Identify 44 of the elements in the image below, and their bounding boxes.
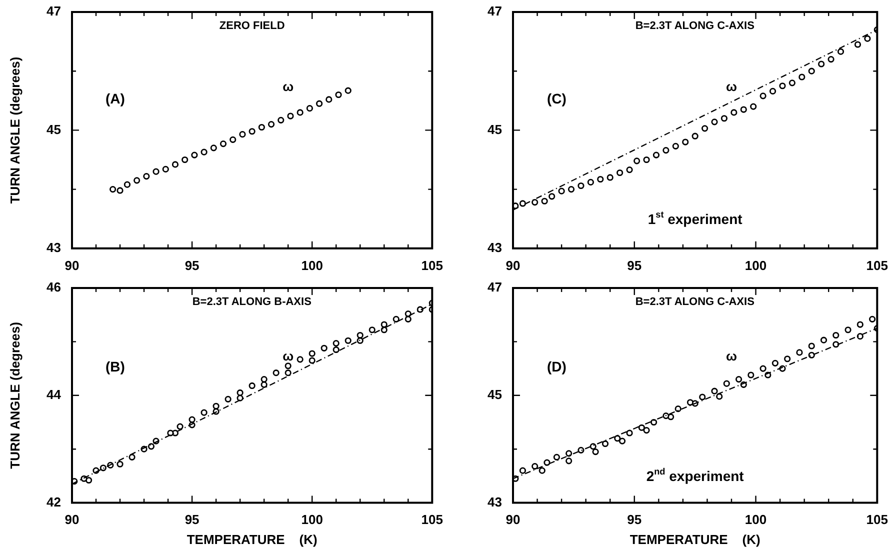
x-tick-label: 95 bbox=[184, 512, 200, 528]
y-tick-label: 45 bbox=[488, 122, 502, 137]
y-tick-label: 45 bbox=[488, 386, 502, 402]
x-tick-label: 90 bbox=[64, 512, 80, 528]
x-tick-label: 105 bbox=[866, 512, 888, 528]
x-tick-label: 90 bbox=[506, 512, 520, 528]
annotation: (B) bbox=[106, 358, 125, 374]
annotation: (C) bbox=[546, 90, 566, 106]
x-tick-label: 95 bbox=[627, 512, 642, 528]
x-axis-title: TEMPERATURE (K) bbox=[630, 532, 760, 547]
annotation: ω bbox=[726, 348, 737, 364]
y-tick-label: 47 bbox=[488, 4, 502, 19]
text: B=2.3T ALONG C-AXIS bbox=[635, 20, 754, 32]
x-tick-label: 90 bbox=[64, 258, 80, 273]
y-tick-label: 47 bbox=[488, 280, 502, 295]
x-tick-label: 90 bbox=[506, 258, 520, 273]
x-tick-label: 100 bbox=[301, 512, 323, 528]
x-tick-label: 95 bbox=[184, 258, 200, 273]
text: ZERO FIELD bbox=[219, 20, 285, 32]
y-axis-title: TURN ANGLE (degrees) bbox=[7, 56, 22, 204]
x-tick-label: 95 bbox=[627, 258, 642, 273]
y-tick-label: 43 bbox=[488, 240, 502, 255]
annotation: ω bbox=[282, 79, 294, 94]
annotation: ω bbox=[282, 348, 294, 364]
text: B=2.3T ALONG C-AXIS bbox=[635, 296, 754, 308]
y-tick-label: 43 bbox=[46, 240, 61, 255]
y-tick-label: 47 bbox=[46, 4, 61, 19]
x-tick-label: 100 bbox=[744, 258, 767, 273]
x-tick-label: 105 bbox=[421, 258, 444, 273]
y-tick-label: 42 bbox=[46, 494, 61, 510]
x-axis-title: TEMPERATURE (K) bbox=[186, 532, 318, 547]
y-tick-label: 43 bbox=[488, 494, 502, 510]
y-tick-label: 45 bbox=[46, 122, 61, 137]
annotation: ω bbox=[726, 79, 737, 94]
y-tick-label: 44 bbox=[46, 386, 62, 402]
annotation: (D) bbox=[546, 358, 566, 374]
annotation: (A) bbox=[106, 90, 125, 106]
x-tick-label: 100 bbox=[301, 258, 323, 273]
y-axis-title: TURN ANGLE (degrees) bbox=[7, 322, 22, 469]
x-tick-label: 105 bbox=[866, 258, 888, 273]
x-tick-label: 105 bbox=[421, 512, 444, 528]
text: B=2.3T ALONG B-AXIS bbox=[192, 296, 312, 308]
y-tick-label: 46 bbox=[46, 280, 61, 295]
x-tick-label: 100 bbox=[744, 512, 767, 528]
